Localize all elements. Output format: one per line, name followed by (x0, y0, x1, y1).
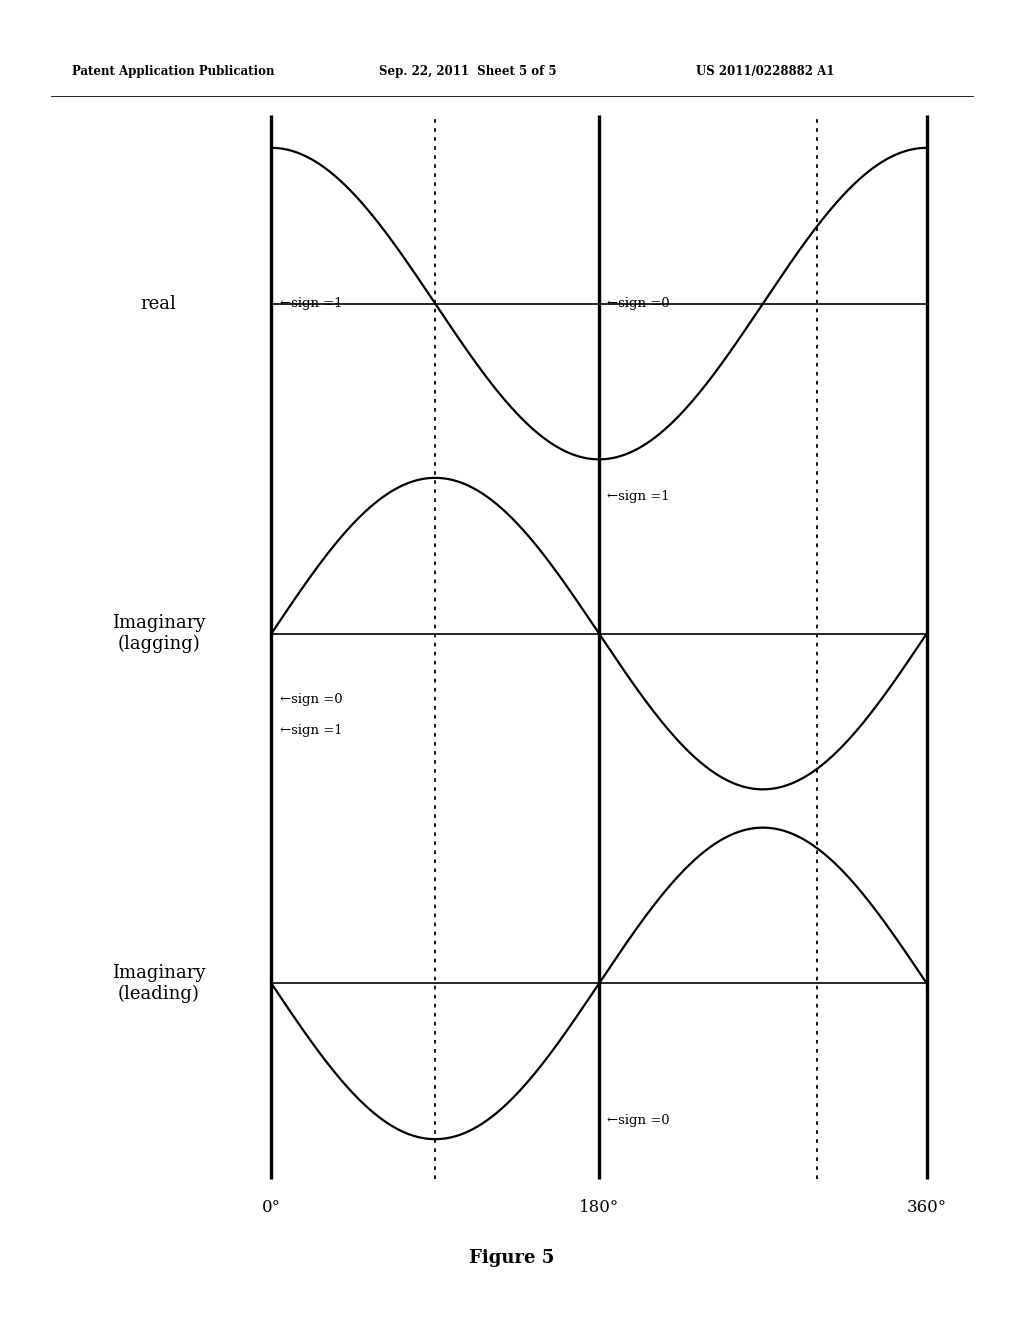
Text: Figure 5: Figure 5 (469, 1249, 555, 1267)
Text: US 2011/0228882 A1: US 2011/0228882 A1 (696, 65, 835, 78)
Text: 0°: 0° (262, 1200, 281, 1216)
Text: ←sign =0: ←sign =0 (607, 1114, 670, 1127)
Text: Imaginary
(leading): Imaginary (leading) (112, 964, 206, 1003)
Text: 180°: 180° (579, 1200, 620, 1216)
Text: 360°: 360° (906, 1200, 947, 1216)
Text: ←sign =1: ←sign =1 (280, 723, 342, 737)
Text: ←sign =1: ←sign =1 (280, 297, 342, 310)
Text: Sep. 22, 2011  Sheet 5 of 5: Sep. 22, 2011 Sheet 5 of 5 (379, 65, 556, 78)
Text: Patent Application Publication: Patent Application Publication (72, 65, 274, 78)
Text: ←sign =0: ←sign =0 (280, 693, 342, 705)
Text: ←sign =0: ←sign =0 (607, 297, 670, 310)
Text: ←sign =1: ←sign =1 (607, 490, 670, 503)
Text: real: real (140, 294, 177, 313)
Text: Imaginary
(lagging): Imaginary (lagging) (112, 614, 206, 653)
